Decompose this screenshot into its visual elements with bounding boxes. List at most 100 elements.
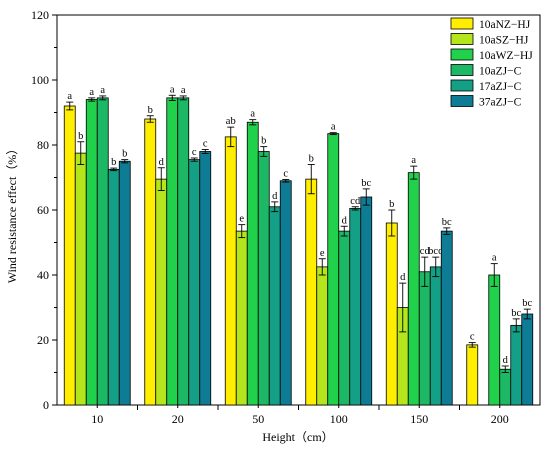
bar [418, 271, 431, 406]
bar [510, 324, 523, 406]
x-tick-label: 200 [491, 412, 509, 426]
y-tick-label: 80 [37, 138, 49, 152]
bar [407, 172, 420, 406]
bar [488, 274, 501, 406]
x-axis-label: Height（cm） [262, 430, 333, 444]
legend-label: 10aWZ−HJ [479, 50, 533, 62]
bar [144, 118, 157, 406]
significance-label: b [148, 105, 153, 116]
bar [327, 133, 340, 406]
x-tick-label: 100 [330, 412, 348, 426]
bar [235, 230, 248, 406]
significance-label: b [389, 199, 394, 210]
legend-label: 37aZJ−C [479, 97, 522, 109]
significance-label: a [181, 85, 186, 96]
significance-label: c [203, 139, 208, 150]
x-tick-label: 20 [172, 412, 184, 426]
significance-label: b [261, 136, 266, 147]
significance-label: bc [522, 298, 532, 309]
significance-label: cd [350, 196, 361, 207]
significance-label: c [192, 147, 197, 158]
bar [74, 152, 87, 406]
bar [155, 178, 168, 406]
legend-label: 10aNZ−HJ [479, 19, 531, 31]
bar [96, 97, 109, 406]
bar [63, 105, 76, 406]
bar [360, 196, 373, 406]
legend-label: 10aZJ−C [479, 66, 522, 78]
significance-label: d [159, 157, 165, 168]
legend-label: 17aZJ−C [479, 81, 522, 93]
bar [268, 206, 281, 406]
x-tick-label: 150 [410, 412, 428, 426]
bar [499, 368, 512, 406]
legend-swatch [450, 79, 474, 92]
bar [521, 313, 534, 406]
bar [316, 266, 329, 406]
bar [385, 222, 398, 406]
bar [349, 207, 362, 406]
significance-label: a [331, 122, 336, 133]
x-axis: 10 20 50 100 150 200 [91, 405, 509, 426]
legend-swatch [450, 33, 474, 45]
significance-label: a [67, 91, 72, 102]
y-tick-label: 0 [43, 398, 49, 412]
significance-label: a [411, 155, 416, 166]
y-tick-label: 20 [37, 333, 49, 347]
legend-swatch [450, 48, 474, 61]
y-tick-label: 60 [37, 203, 49, 217]
bar [118, 160, 131, 406]
bar [466, 344, 479, 406]
bar [177, 97, 190, 406]
significance-label: bc [361, 178, 371, 189]
bar [279, 180, 292, 406]
significance-label: b [122, 149, 127, 160]
y-tick-label: 100 [31, 73, 49, 87]
significance-label: b [78, 131, 83, 142]
x-tick-label: 10 [91, 412, 103, 426]
bar [338, 230, 351, 406]
legend: 10aNZ−HJ 10aSZ−HJ 10aWZ−HJ 10aZJ−C 17aZJ−C 37… [450, 17, 533, 109]
significance-label: c [283, 168, 288, 179]
significance-label: bc [511, 308, 521, 319]
bar [257, 151, 270, 406]
significance-label: d [272, 191, 278, 202]
legend-label: 10aSZ−HJ [479, 35, 529, 47]
significance-label: ab [226, 116, 236, 127]
y-axis: 0 20 40 60 80 100 120 [31, 8, 57, 412]
significance-label: d [342, 215, 348, 226]
bar [440, 230, 453, 406]
significance-label: b [309, 154, 314, 165]
significance-label: bcd [428, 246, 444, 257]
legend-swatch [450, 17, 474, 30]
significance-label: d [503, 355, 509, 366]
bar [224, 136, 237, 406]
bar [199, 151, 212, 406]
x-tick-label: 50 [252, 412, 264, 426]
significance-label: d [400, 272, 406, 283]
y-tick-label: 40 [37, 268, 49, 282]
significance-label: e [239, 214, 244, 225]
bar [305, 178, 318, 406]
significance-label: cd [420, 246, 431, 257]
significance-label: a [170, 84, 175, 95]
significance-label: c [470, 332, 475, 343]
y-axis-label: Wind resistance effect（%） [5, 143, 19, 284]
legend-swatch [450, 95, 474, 107]
significance-label: a [89, 87, 94, 98]
bar [246, 121, 259, 406]
significance-label: a [492, 253, 497, 264]
significance-label: a [100, 85, 105, 96]
bar [429, 266, 442, 406]
bar [107, 168, 120, 406]
significance-label: a [250, 109, 255, 120]
bar [166, 97, 179, 406]
significance-label: b [111, 157, 116, 168]
bar [188, 159, 201, 406]
bar [85, 99, 98, 406]
significance-label: bc [442, 217, 452, 228]
y-tick-label: 120 [31, 8, 49, 22]
legend-swatch [450, 64, 474, 76]
